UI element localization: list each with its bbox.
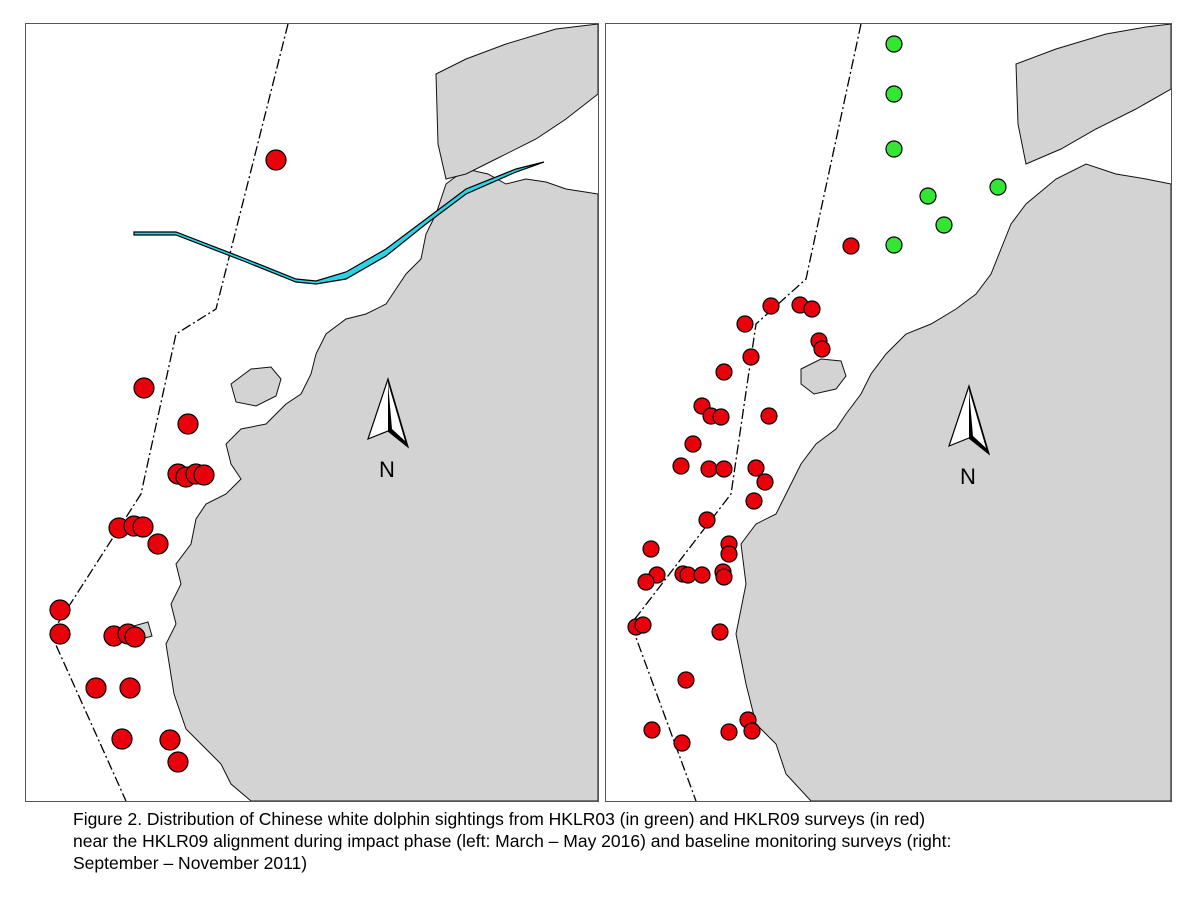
hklr09-sighting-marker [49, 599, 71, 621]
hklr03-sighting-marker [989, 178, 1007, 196]
hklr09-sighting-marker [672, 457, 690, 475]
hklr09-sighting-marker [673, 734, 691, 752]
hklr09-sighting-marker [803, 300, 821, 318]
hklr09-sighting-marker [715, 363, 733, 381]
small-island [230, 366, 282, 407]
caption-line-3: September – November 2011) [73, 853, 308, 873]
land-mass [165, 168, 598, 801]
hklr09-sighting-marker [642, 540, 660, 558]
hklr09-sighting-marker [715, 568, 733, 586]
left-map: N [49, 24, 598, 801]
hklr09-sighting-marker [693, 566, 711, 584]
hklr03-sighting-marker [919, 187, 937, 205]
hklr09-sighting-marker [85, 677, 107, 699]
north-arrow: N [367, 376, 410, 482]
hklr09-sighting-marker [637, 573, 655, 591]
boundary-line [630, 24, 862, 801]
hklr09-sighting-marker [747, 459, 765, 477]
boundary-line [50, 24, 289, 801]
north-arrow: N [948, 383, 991, 489]
right-sightings-layer [627, 35, 1007, 752]
north-label: N [379, 457, 395, 482]
hklr09-sighting-marker [742, 348, 760, 366]
hklr09-sighting-marker [49, 623, 71, 645]
hklr03-sighting-marker [935, 216, 953, 234]
hklr09-sighting-marker [715, 460, 733, 478]
hklr09-sighting-marker [712, 408, 730, 426]
hklr03-sighting-marker [885, 35, 903, 53]
right-map-panel: N [605, 23, 1172, 802]
land-mass [735, 163, 1171, 801]
hklr09-sighting-marker [745, 492, 763, 510]
hklr09-sighting-marker [177, 413, 199, 435]
right-map: N [627, 24, 1171, 801]
north-label: N [960, 464, 976, 489]
caption-line-1: Figure 2. Distribution of Chinese white … [73, 809, 926, 829]
hklr09-sighting-marker [677, 671, 695, 689]
hklr09-sighting-marker [756, 473, 774, 491]
hklr09-sighting-marker [167, 751, 189, 773]
hklr09-sighting-marker [265, 149, 287, 171]
hklr09-sighting-marker [193, 464, 215, 486]
hklr09-sighting-marker [700, 460, 718, 478]
hklr03-sighting-marker [885, 236, 903, 254]
hklr09-alignment [133, 161, 545, 285]
hklr09-sighting-marker [736, 315, 754, 333]
hklr03-sighting-marker [885, 85, 903, 103]
north-land [1015, 24, 1171, 165]
hklr09-sighting-marker [813, 340, 831, 358]
hklr09-sighting-marker [760, 407, 778, 425]
hklr09-sighting-marker [119, 677, 141, 699]
hklr09-sighting-marker [684, 435, 702, 453]
north-land [435, 24, 598, 180]
left-sightings-layer [49, 149, 287, 773]
figure-caption: Figure 2. Distribution of Chinese white … [73, 808, 1173, 874]
hklr09-sighting-marker [698, 511, 716, 529]
caption-line-2: near the HKLR09 alignment during impact … [73, 831, 952, 851]
hklr09-sighting-marker [147, 533, 169, 555]
hklr03-sighting-marker [885, 140, 903, 158]
hklr09-sighting-marker [762, 297, 780, 315]
hklr09-sighting-marker [133, 377, 155, 399]
left-map-panel: N [25, 23, 599, 802]
hklr09-sighting-marker [720, 545, 738, 563]
hklr09-sighting-marker [720, 723, 738, 741]
hklr09-sighting-marker [159, 729, 181, 751]
hklr09-sighting-marker [711, 623, 729, 641]
hklr09-sighting-marker [842, 237, 860, 255]
hklr09-sighting-marker [111, 728, 133, 750]
hklr09-sighting-marker [132, 516, 154, 538]
hklr09-sighting-marker [634, 616, 652, 634]
hklr09-sighting-marker [124, 626, 146, 648]
hklr09-sighting-marker [743, 722, 761, 740]
hklr09-sighting-marker [643, 721, 661, 739]
small-island [800, 358, 847, 395]
